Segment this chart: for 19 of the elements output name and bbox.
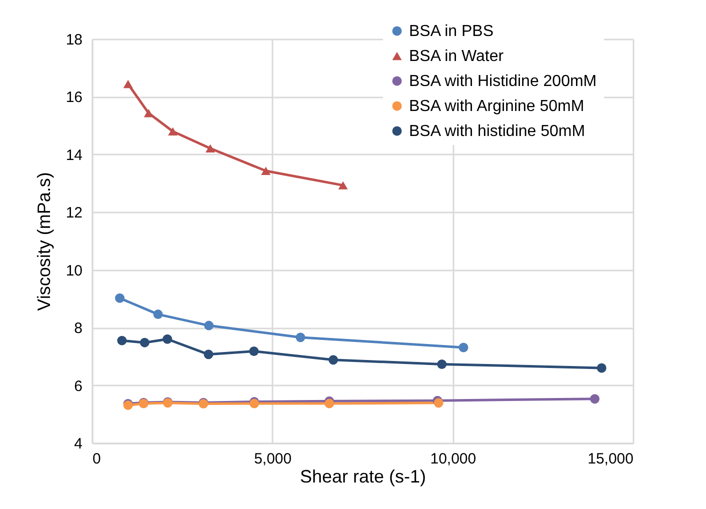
- y-tick-label: 14: [66, 146, 82, 164]
- y-tick-label: 4: [74, 436, 82, 452]
- x-tick-label: 0: [92, 450, 101, 468]
- legend-label: BSA in Water: [409, 48, 504, 65]
- x-tick-label: 5,000: [254, 450, 292, 468]
- legend-label: BSA in PBS: [409, 23, 494, 40]
- y-tick-label: 6: [74, 378, 82, 395]
- y-tick-label: 10: [66, 262, 82, 280]
- y-tick-label: 8: [74, 320, 82, 338]
- x-tick-label: 15,000: [588, 450, 634, 468]
- legend-label: BSA with Histidine 200mM: [409, 73, 597, 90]
- legend-label: BSA with Arginine 50mM: [409, 98, 584, 115]
- y-axis-title: Viscosity (mPa.s): [34, 172, 54, 311]
- y-tick-label: 12: [66, 204, 82, 222]
- y-tick-label: 18: [66, 32, 82, 48]
- legend-label: BSA with histidine 50mM: [409, 123, 586, 140]
- y-tick-label: 16: [66, 89, 82, 106]
- x-axis-title: Shear rate (s-1): [300, 466, 426, 486]
- x-tick-label: 10,000: [430, 450, 476, 468]
